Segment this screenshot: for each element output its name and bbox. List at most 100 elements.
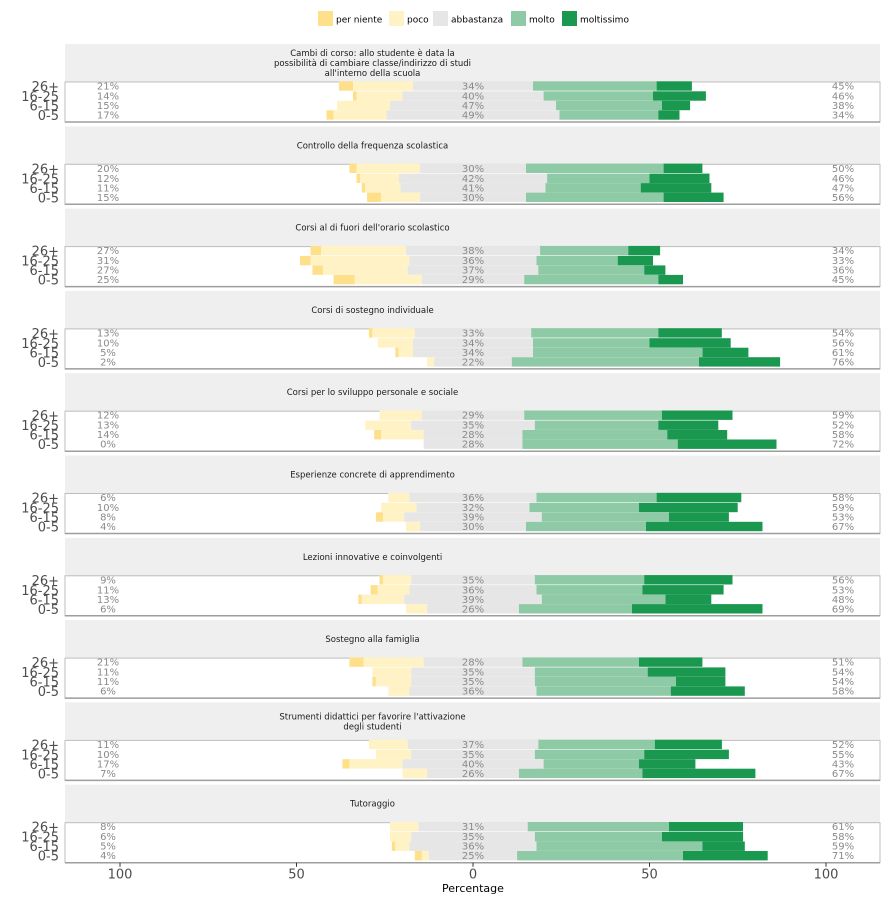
row-group-label: 26+ [32,327,59,342]
mid-percent-label: 35% [462,750,484,761]
bar-segment-poco [372,328,415,338]
right-percent-label: 33% [832,256,854,267]
facet-title-line: Controllo della frequenza scolastica [297,141,448,151]
bar-segment-molto [526,521,646,532]
bar-segment-per-niente [326,110,334,120]
row-group-label: 6-15 [29,429,59,444]
bar-segment-per-niente [414,851,422,861]
bar-segment-per-niente [379,575,383,585]
bar-segment-abbastanza [405,245,540,256]
bar-segment-moltissimo [649,173,710,183]
right-percent-label: 58% [832,832,854,843]
bar-segment-molto [527,822,669,832]
bar-segment-poco [381,430,424,440]
facet-2: Corsi al di fuori dell'orario scolastico… [21,208,881,289]
bar-segment-molto [534,832,662,842]
bar-segment-per-niente [374,430,382,440]
right-percent-label: 51% [832,658,854,669]
left-percent-label: 10% [97,750,119,761]
mid-percent-label: 49% [462,111,484,122]
right-percent-label: 46% [832,92,854,103]
bar-segment-per-niente [368,328,373,338]
bar-segment-moltissimo [640,183,712,193]
legend-label-0: per niente [336,16,383,26]
left-percent-label: 14% [97,430,119,441]
right-percent-label: 56% [832,193,854,204]
row-group-label: 16-25 [21,748,59,763]
mid-percent-label: 34% [462,348,484,359]
bar-segment-molto [536,255,618,266]
bar-segment-per-niente [349,657,364,667]
mid-percent-label: 28% [462,658,484,669]
facets: Cambi di corso: allo studente è data lap… [21,44,881,865]
legend: per niente poco abbastanza molto moltissimo [318,11,629,26]
bar-segment-poco [360,173,399,183]
right-percent-label: 45% [832,275,854,286]
mid-percent-label: 42% [462,174,484,185]
bar-segment-abbastanza [400,183,546,193]
bar-segment-moltissimo [638,759,696,769]
left-percent-label: 11% [97,585,119,596]
facet-strip [65,126,880,165]
bar-segment-moltissimo [661,832,744,842]
row-group-label: 26+ [32,821,59,836]
bar-segment-molto [534,667,648,677]
bar-segment-poco [405,604,428,614]
x-axis: 100 50 0 50 100 [108,862,838,883]
bar-segment-poco [349,759,403,769]
row-group-label: 0-5 [38,521,59,536]
left-percent-label: 15% [97,193,119,204]
legend-swatch-2 [433,11,448,26]
bar-segment-molto [556,100,662,111]
left-percent-label: 4% [100,851,116,862]
bar-segment-per-niente [353,91,357,101]
left-percent-label: 6% [100,687,116,698]
bar-segment-molto [536,841,703,851]
bar-segment-molto [522,657,639,667]
row-group-label: 6-15 [29,264,59,279]
left-percent-label: 15% [97,101,119,112]
row-group-label: 6-15 [29,676,59,691]
facet-strip [65,537,880,576]
legend-label-3: molto [529,16,555,26]
row-group-label: 26+ [32,738,59,753]
facet-strip [65,784,880,823]
bar-segment-per-niente [391,841,396,851]
bar-segment-moltissimo [647,667,726,677]
mid-percent-label: 39% [462,595,484,606]
bar-segment-poco [361,594,405,604]
right-percent-label: 59% [832,411,854,422]
row-group-label: 26+ [32,492,59,507]
right-percent-label: 58% [832,430,854,441]
bar-segment-per-niente [370,585,378,595]
row-group-label: 0-5 [38,109,59,124]
right-percent-label: 52% [832,740,854,751]
bar-segment-poco [402,768,428,779]
row-group-label: 0-5 [38,767,59,782]
left-percent-label: 25% [97,275,119,286]
bar-segment-poco [365,420,412,430]
right-percent-label: 76% [832,357,854,368]
bar-segment-moltissimo [658,328,722,338]
bar-segment-moltissimo [661,410,733,420]
bar-segment-moltissimo [670,686,745,696]
left-percent-label: 6% [100,604,116,615]
bar-segment-poco [353,81,413,91]
bar-segment-molto [522,430,668,440]
right-percent-label: 61% [832,348,854,359]
left-percent-label: 5% [100,348,116,359]
mid-percent-label: 30% [462,193,484,204]
mid-percent-label: 36% [462,842,484,853]
facet-title-line: Strumenti didattici per favorire l'attiv… [279,712,465,722]
bar-segment-molto [533,338,650,348]
mid-percent-label: 31% [462,822,484,833]
row-group-label: 6-15 [29,840,59,855]
facet-title-line: Corsi di sostegno individuale [311,306,433,316]
bar-segment-molto [547,173,650,183]
mid-percent-label: 35% [462,575,484,586]
right-percent-label: 53% [832,513,854,524]
facet-8: Strumenti didattici per favorire l'attiv… [21,702,881,782]
facet-title-line: Esperienze concrete di apprendimento [290,471,455,481]
left-percent-label: 5% [100,842,116,853]
row-group-label: 26+ [32,656,59,671]
